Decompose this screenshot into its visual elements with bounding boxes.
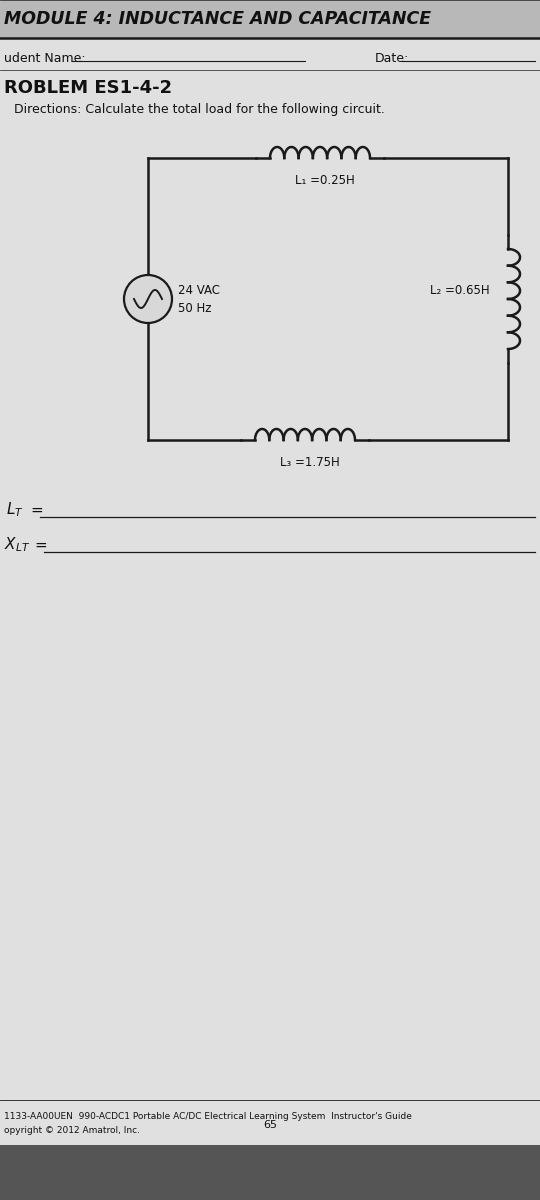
FancyBboxPatch shape bbox=[0, 0, 540, 1145]
Text: opyright © 2012 Amatrol, Inc.: opyright © 2012 Amatrol, Inc. bbox=[4, 1126, 140, 1135]
FancyBboxPatch shape bbox=[0, 0, 540, 38]
Text: $L_T$: $L_T$ bbox=[6, 500, 24, 520]
Text: 24 VAC: 24 VAC bbox=[178, 284, 220, 298]
Text: =: = bbox=[30, 503, 43, 517]
Text: udent Name:: udent Name: bbox=[4, 52, 86, 65]
Text: =: = bbox=[34, 538, 47, 552]
Text: Date:: Date: bbox=[375, 52, 409, 65]
Text: 50 Hz: 50 Hz bbox=[178, 301, 212, 314]
Text: L₂ =0.65H: L₂ =0.65H bbox=[430, 284, 490, 298]
Text: L₁ =0.25H: L₁ =0.25H bbox=[295, 174, 355, 187]
Text: 1133-AA00UEN  990-ACDC1 Portable AC/DC Electrical Learning System  Instructor's : 1133-AA00UEN 990-ACDC1 Portable AC/DC El… bbox=[4, 1112, 412, 1121]
Circle shape bbox=[124, 275, 172, 323]
Text: Directions: Calculate the total load for the following circuit.: Directions: Calculate the total load for… bbox=[14, 103, 385, 116]
Text: ROBLEM ES1-4-2: ROBLEM ES1-4-2 bbox=[4, 79, 172, 97]
Text: MODULE 4: INDUCTANCE AND CAPACITANCE: MODULE 4: INDUCTANCE AND CAPACITANCE bbox=[4, 10, 431, 28]
FancyBboxPatch shape bbox=[0, 1145, 540, 1200]
Text: $X_{LT}$: $X_{LT}$ bbox=[4, 535, 30, 554]
Text: L₃ =1.75H: L₃ =1.75H bbox=[280, 456, 340, 469]
Text: 65: 65 bbox=[263, 1120, 277, 1130]
